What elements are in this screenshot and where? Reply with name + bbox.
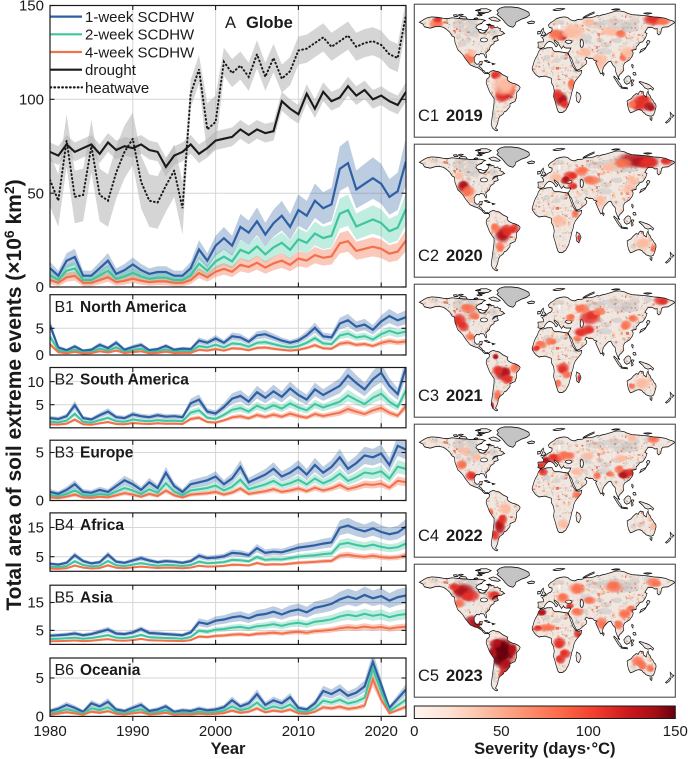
svg-text:Asia: Asia — [80, 589, 113, 606]
svg-text:Total area of soil extreme eve: Total area of soil extreme events (×106 … — [1, 179, 26, 610]
svg-text:0: 0 — [410, 723, 418, 740]
svg-text:50: 50 — [27, 185, 44, 202]
svg-text:South America: South America — [80, 372, 189, 389]
svg-text:Globe: Globe — [246, 14, 293, 32]
svg-text:1980: 1980 — [33, 723, 66, 740]
svg-text:B3: B3 — [55, 444, 75, 461]
svg-text:5: 5 — [36, 670, 44, 687]
svg-text:2019: 2019 — [446, 107, 483, 125]
svg-text:4-week SCDHW: 4-week SCDHW — [85, 44, 195, 61]
svg-text:B5: B5 — [55, 589, 75, 606]
svg-text:Year: Year — [211, 740, 246, 758]
svg-text:1-week SCDHW: 1-week SCDHW — [85, 9, 195, 26]
svg-text:5: 5 — [36, 445, 44, 462]
svg-text:2021: 2021 — [446, 387, 483, 405]
svg-text:2-week SCDHW: 2-week SCDHW — [85, 27, 195, 44]
svg-text:2020: 2020 — [365, 723, 398, 740]
svg-text:C4: C4 — [418, 527, 439, 545]
svg-text:5: 5 — [36, 397, 44, 414]
svg-text:B2: B2 — [55, 372, 75, 389]
svg-text:C2: C2 — [418, 247, 439, 265]
svg-text:150: 150 — [663, 723, 688, 740]
svg-text:2000: 2000 — [199, 723, 232, 740]
svg-text:2023: 2023 — [446, 667, 483, 685]
svg-text:Oceania: Oceania — [80, 662, 141, 679]
svg-text:C5: C5 — [418, 667, 439, 685]
svg-text:1990: 1990 — [116, 723, 149, 740]
svg-text:C1: C1 — [418, 107, 439, 125]
svg-text:B4: B4 — [55, 517, 75, 534]
svg-text:2010: 2010 — [282, 723, 315, 740]
svg-text:100: 100 — [19, 92, 44, 109]
svg-text:A: A — [225, 14, 236, 32]
svg-text:0: 0 — [36, 709, 44, 726]
svg-text:B1: B1 — [55, 299, 75, 316]
svg-text:North America: North America — [80, 299, 187, 316]
svg-text:15: 15 — [27, 520, 44, 537]
svg-text:0: 0 — [36, 279, 44, 296]
svg-text:2020: 2020 — [446, 247, 483, 265]
svg-text:5: 5 — [36, 549, 44, 566]
svg-text:Europe: Europe — [80, 444, 134, 461]
svg-text:0: 0 — [36, 347, 44, 364]
svg-text:Severity (days·°C): Severity (days·°C) — [474, 740, 615, 758]
svg-text:C3: C3 — [418, 387, 439, 405]
svg-text:5: 5 — [36, 321, 44, 338]
svg-text:2022: 2022 — [446, 527, 483, 545]
svg-text:B6: B6 — [55, 662, 75, 679]
svg-text:Africa: Africa — [80, 517, 124, 534]
svg-text:15: 15 — [27, 595, 44, 612]
svg-text:150: 150 — [19, 0, 44, 15]
svg-text:10: 10 — [27, 374, 44, 391]
svg-text:50: 50 — [493, 723, 510, 740]
svg-text:5: 5 — [36, 623, 44, 640]
svg-text:0: 0 — [36, 493, 44, 510]
svg-text:heatwave: heatwave — [85, 80, 149, 97]
svg-text:drought: drought — [85, 62, 137, 79]
svg-text:100: 100 — [576, 723, 601, 740]
